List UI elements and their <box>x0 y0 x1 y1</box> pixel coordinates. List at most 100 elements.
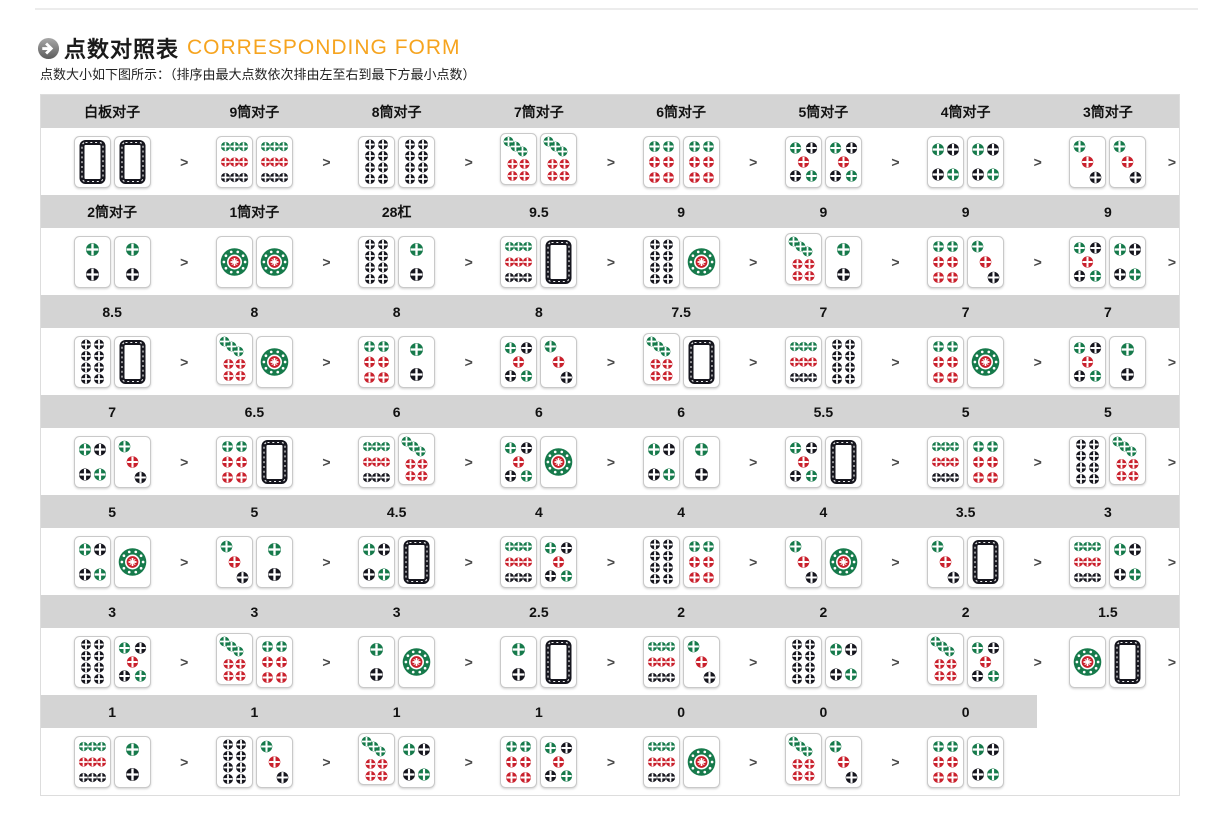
tile-7-circle <box>784 232 822 285</box>
combo-cell: > <box>1037 228 1179 295</box>
tile-2-circle <box>398 235 436 288</box>
tile-pair <box>784 635 862 688</box>
tile-6-circle <box>967 435 1005 488</box>
greater-than-separator: > <box>606 753 615 770</box>
score-header-cell: 3.5 <box>894 495 1037 528</box>
combo-cell: > <box>1037 628 1179 695</box>
combo-cell: > <box>41 528 188 595</box>
tile-6-circle <box>927 735 965 788</box>
score-header-cell: 7 <box>41 395 184 428</box>
tile-9-circle <box>255 135 293 188</box>
combo-cell: > <box>183 428 331 495</box>
combo-cell: > <box>326 728 473 795</box>
combo-cell <box>895 728 1037 795</box>
tile-8-circle <box>358 235 396 288</box>
score-header-cell: 7筒对子 <box>467 95 610 128</box>
tile-2-circle <box>255 535 293 588</box>
tile-1-circle <box>398 635 436 688</box>
tile-2-circle <box>682 435 720 488</box>
tile-pair <box>1069 235 1147 288</box>
tile-pair <box>215 735 293 788</box>
greater-than-separator: > <box>1033 153 1042 170</box>
tile-pair <box>358 535 436 588</box>
greater-than-separator: > <box>749 353 758 370</box>
score-header-cell: 1.5 <box>1036 595 1179 628</box>
combo-cell: > <box>610 728 757 795</box>
greater-than-separator: > <box>1167 253 1176 270</box>
tile-8-circle <box>358 135 396 188</box>
tile-5-circle <box>500 435 538 488</box>
greater-than-separator: > <box>891 653 900 670</box>
header-row: 2筒对子 1筒对子 28杠 9.5 9 9 9 9 <box>41 195 1179 228</box>
score-header-cell-empty <box>1037 695 1179 728</box>
tile-pair <box>784 535 862 588</box>
combo-cell: > <box>326 528 473 595</box>
greater-than-separator: > <box>891 253 900 270</box>
tile-6-circle <box>500 735 538 788</box>
combo-cell: > <box>41 228 188 295</box>
tile-6-circle <box>215 435 253 488</box>
score-header-cell: 8 <box>467 295 610 328</box>
greater-than-separator: > <box>180 653 189 670</box>
score-header-cell: 3筒对子 <box>1036 95 1179 128</box>
tile-8-circle <box>824 335 862 388</box>
tile-7-circle <box>358 732 396 785</box>
tile-4-circle <box>73 535 111 588</box>
score-header-cell: 9 <box>894 195 1037 228</box>
tile-8-circle <box>784 635 822 688</box>
combo-cell: > <box>326 228 473 295</box>
tile-pair <box>927 735 1005 788</box>
tile-3-circle <box>1109 135 1147 188</box>
greater-than-separator: > <box>464 153 473 170</box>
tile-6-circle <box>927 235 965 288</box>
combo-cell: > <box>326 628 473 695</box>
combo-cell: > <box>610 128 757 195</box>
header-row: 3 3 3 2.5 2 2 2 1.5 <box>41 595 1179 628</box>
score-header-cell: 1 <box>325 695 468 728</box>
tile-pair <box>1069 432 1147 488</box>
score-header-cell: 7.5 <box>610 295 753 328</box>
score-header-cell: 7 <box>894 295 1037 328</box>
tile-pair <box>358 732 436 788</box>
tile-4-circle <box>642 435 680 488</box>
tile-pair <box>500 235 578 288</box>
greater-than-separator: > <box>464 653 473 670</box>
combo-cell: > <box>468 528 615 595</box>
score-header-cell: 1筒对子 <box>183 195 326 228</box>
combo-cell: > <box>1037 128 1179 195</box>
greater-than-separator: > <box>606 153 615 170</box>
greater-than-separator: > <box>1033 553 1042 570</box>
combo-cell: > <box>610 428 757 495</box>
tile-pair <box>1069 535 1147 588</box>
tile-7-circle <box>642 332 680 385</box>
tile-8-circle <box>1069 435 1107 488</box>
combo-cell: > <box>41 328 188 395</box>
tile-2-circle <box>1109 335 1147 388</box>
tile-pair <box>358 432 436 488</box>
tile-8-circle <box>642 535 680 588</box>
tile-3-circle <box>113 435 151 488</box>
tile-white-dragon <box>113 135 151 188</box>
tile-white-dragon <box>540 235 578 288</box>
greater-than-separator: > <box>464 353 473 370</box>
arrow-right-circle-icon <box>37 37 60 59</box>
tile-pair <box>642 435 720 488</box>
tile-pair <box>642 635 720 688</box>
combo-cell: > <box>468 228 615 295</box>
tile-5-circle <box>784 435 822 488</box>
tile-2-circle <box>398 335 436 388</box>
combo-cell: > <box>752 228 900 295</box>
page-title: 点数对照表 <box>64 37 180 62</box>
combo-cell: > <box>610 528 757 595</box>
tile-pair <box>73 135 151 188</box>
score-header-cell: 6.5 <box>183 395 326 428</box>
greater-than-separator: > <box>464 453 473 470</box>
score-header-cell: 6 <box>325 395 468 428</box>
tile-4-circle <box>1109 235 1147 288</box>
greater-than-separator: > <box>891 153 900 170</box>
greater-than-separator: > <box>322 253 331 270</box>
greater-than-separator: > <box>891 553 900 570</box>
tile-row: > > > > > > > > <box>41 328 1179 395</box>
score-header-cell: 8 <box>183 295 326 328</box>
